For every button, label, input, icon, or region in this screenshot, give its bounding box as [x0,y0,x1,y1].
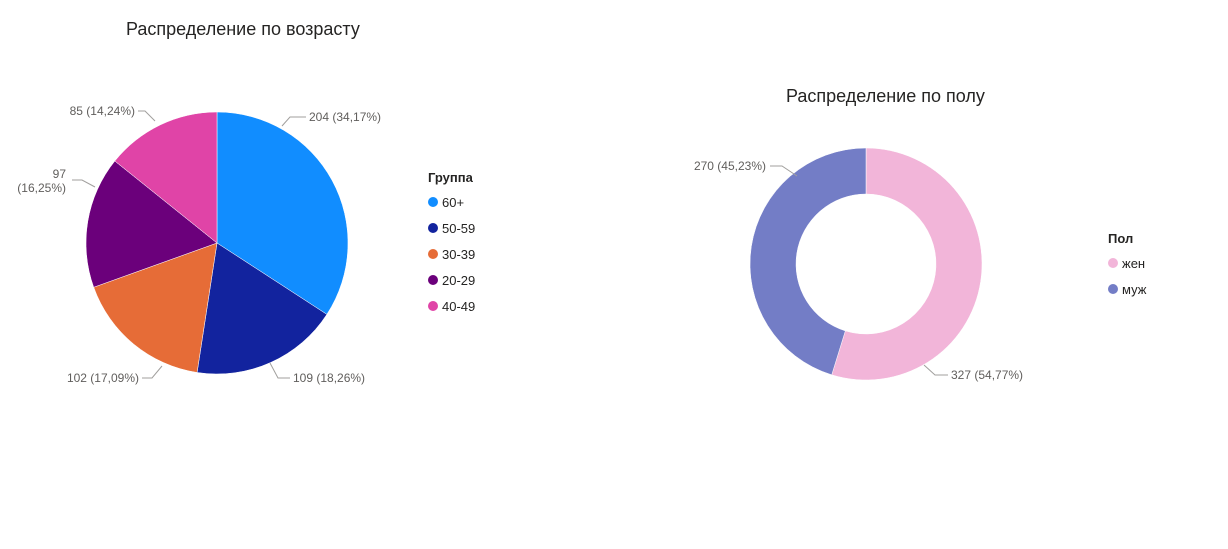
age-leader-line-2 [142,365,163,379]
gender-slice-1[interactable] [749,147,867,376]
gender-data-label-0: 327 (54,77%) [951,368,1023,382]
gender-legend-marker [1108,258,1118,268]
gender-legend-title: Пол [1108,231,1134,246]
age-legend-item[interactable]: 30-39 [428,241,475,267]
gender-leader-line-1 [770,165,798,177]
age-slice-0[interactable] [216,111,349,315]
age-chart-title: Распределение по возрасту [126,19,360,39]
gender-legend-label: жен [1122,255,1146,271]
age-slice-2[interactable] [93,242,218,373]
age-data-label-4: 85 (14,24%) [70,104,135,118]
age-legend-label: 60+ [442,194,465,210]
age-legend: Группа 60+ 50-59 30-39 20-29 40-49 [428,170,475,319]
age-pie-chart[interactable]: 204 (34,17%) 109 (18,26%) 102 (17,09%) 97 (1… [17,104,381,385]
age-leader-line-4 [138,110,156,122]
age-leader-line-0 [281,116,306,127]
gender-legend-marker [1108,284,1118,294]
age-legend-marker [428,223,438,233]
gender-legend-item[interactable]: муж [1108,276,1146,302]
age-data-label-1: 109 (18,26%) [293,371,365,385]
gender-legend: Пол жен муж [1108,231,1146,302]
age-legend-item[interactable]: 50-59 [428,215,475,241]
age-legend-marker [428,249,438,259]
gender-chart-title: Распределение по полу [786,86,985,106]
age-leader-line-3 [72,179,96,188]
age-legend-marker [428,197,438,207]
age-legend-item[interactable]: 20-29 [428,267,475,293]
age-data-label-0: 204 (34,17%) [309,110,381,124]
age-legend-marker [428,275,438,285]
gender-donut-chart[interactable]: 327 (54,77%) 270 (45,23%) [694,147,1023,382]
age-data-label-3: 97 (16,25%) [17,167,66,195]
age-legend-label: 30-39 [442,246,476,262]
age-legend-label: 40-49 [442,298,476,314]
age-legend-item[interactable]: 60+ [428,189,475,215]
gender-leader-line-0 [923,364,948,376]
gender-legend-item[interactable]: жен [1108,250,1146,276]
age-legend-title: Группа [428,170,473,185]
gender-slice-0[interactable] [831,147,983,381]
age-legend-marker [428,301,438,311]
age-slice-3[interactable] [85,160,218,288]
age-legend-label: 20-29 [442,272,476,288]
age-legend-label: 50-59 [442,220,476,236]
age-slice-4[interactable] [114,111,218,244]
age-leader-line-1 [269,362,290,379]
age-legend-item[interactable]: 40-49 [428,293,475,319]
gender-legend-label: муж [1122,281,1147,297]
gender-data-label-1: 270 (45,23%) [694,159,766,173]
age-data-label-2: 102 (17,09%) [67,371,139,385]
age-slice-1[interactable] [196,242,328,375]
